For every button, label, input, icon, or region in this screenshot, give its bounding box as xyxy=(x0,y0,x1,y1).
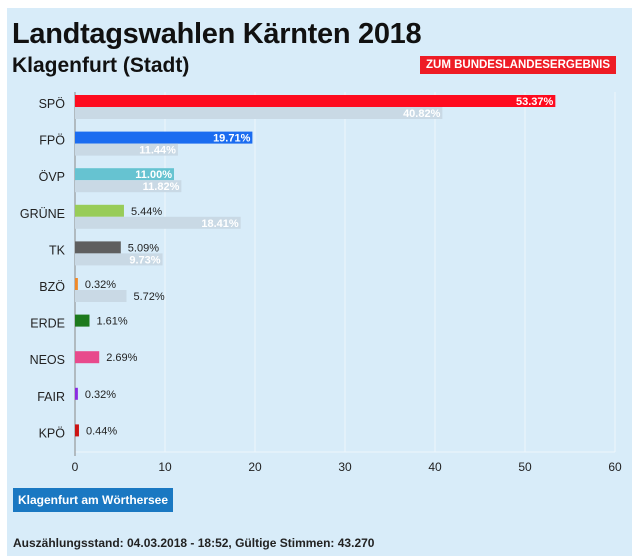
data-label: 5.44% xyxy=(131,206,162,218)
category-label: GRÜNE xyxy=(20,207,65,221)
data-label: 40.82% xyxy=(403,108,441,120)
category-label: FPÖ xyxy=(39,134,65,148)
x-tick-label: 30 xyxy=(338,460,352,474)
page-title: Landtagswahlen Kärnten 2018 xyxy=(12,18,422,50)
bar-previous-fpö xyxy=(75,143,178,156)
bar-current-bzö xyxy=(75,278,78,290)
count-status: Auszählungsstand: 04.03.2018 - 18:52, Gü… xyxy=(13,536,375,550)
category-label: ERDE xyxy=(30,317,65,331)
data-label: 19.71% xyxy=(213,133,251,145)
bar-current-spö xyxy=(75,95,556,107)
data-label: 1.61% xyxy=(96,316,127,328)
category-label: BZÖ xyxy=(39,280,65,294)
data-label: 5.09% xyxy=(128,242,159,254)
data-label: 5.72% xyxy=(133,291,164,303)
data-label: 53.37% xyxy=(516,96,554,108)
data-label: 0.32% xyxy=(85,279,116,291)
category-label: FAIR xyxy=(37,390,65,404)
bar-previous-bzö xyxy=(75,290,127,302)
bar-previous-övp xyxy=(75,180,182,193)
page-subtitle: Klagenfurt (Stadt) xyxy=(12,54,190,77)
x-tick-label: 10 xyxy=(158,460,172,474)
x-tick-label: 0 xyxy=(72,460,79,474)
data-label: 0.44% xyxy=(86,425,117,437)
state-result-button[interactable]: ZUM BUNDESLANDESERGEBNIS xyxy=(420,56,616,74)
bar-current-kpö xyxy=(75,424,79,437)
x-tick-label: 40 xyxy=(428,460,442,474)
bar-previous-spö xyxy=(75,107,443,119)
bar-current-övp xyxy=(75,168,174,181)
data-label: 11.82% xyxy=(143,181,180,193)
x-tick-label: 50 xyxy=(518,460,532,474)
x-tick-label: 20 xyxy=(248,460,262,474)
bar-previous-grüne xyxy=(75,216,241,229)
bar-current-tk xyxy=(75,241,121,254)
category-label: NEOS xyxy=(30,353,65,367)
data-label: 2.69% xyxy=(106,352,137,364)
category-label: ÖVP xyxy=(39,170,65,184)
bar-current-erde xyxy=(75,314,90,327)
bar-current-fair xyxy=(75,387,78,400)
data-label: 18.41% xyxy=(201,218,239,230)
bar-current-neos xyxy=(75,351,100,364)
data-label: 0.32% xyxy=(85,389,116,401)
category-label: TK xyxy=(49,243,66,257)
data-label: 9.73% xyxy=(129,254,160,266)
bar-current-grüne xyxy=(75,204,124,217)
category-label: KPÖ xyxy=(39,426,66,440)
bar-previous-tk xyxy=(75,253,163,266)
data-label: 11.44% xyxy=(139,145,176,157)
bar-current-fpö xyxy=(75,131,253,144)
category-label: SPÖ xyxy=(39,97,66,111)
data-label: 11.00% xyxy=(135,169,172,181)
city-button[interactable]: Klagenfurt am Wörthersee xyxy=(13,488,174,512)
x-tick-label: 60 xyxy=(608,460,622,474)
